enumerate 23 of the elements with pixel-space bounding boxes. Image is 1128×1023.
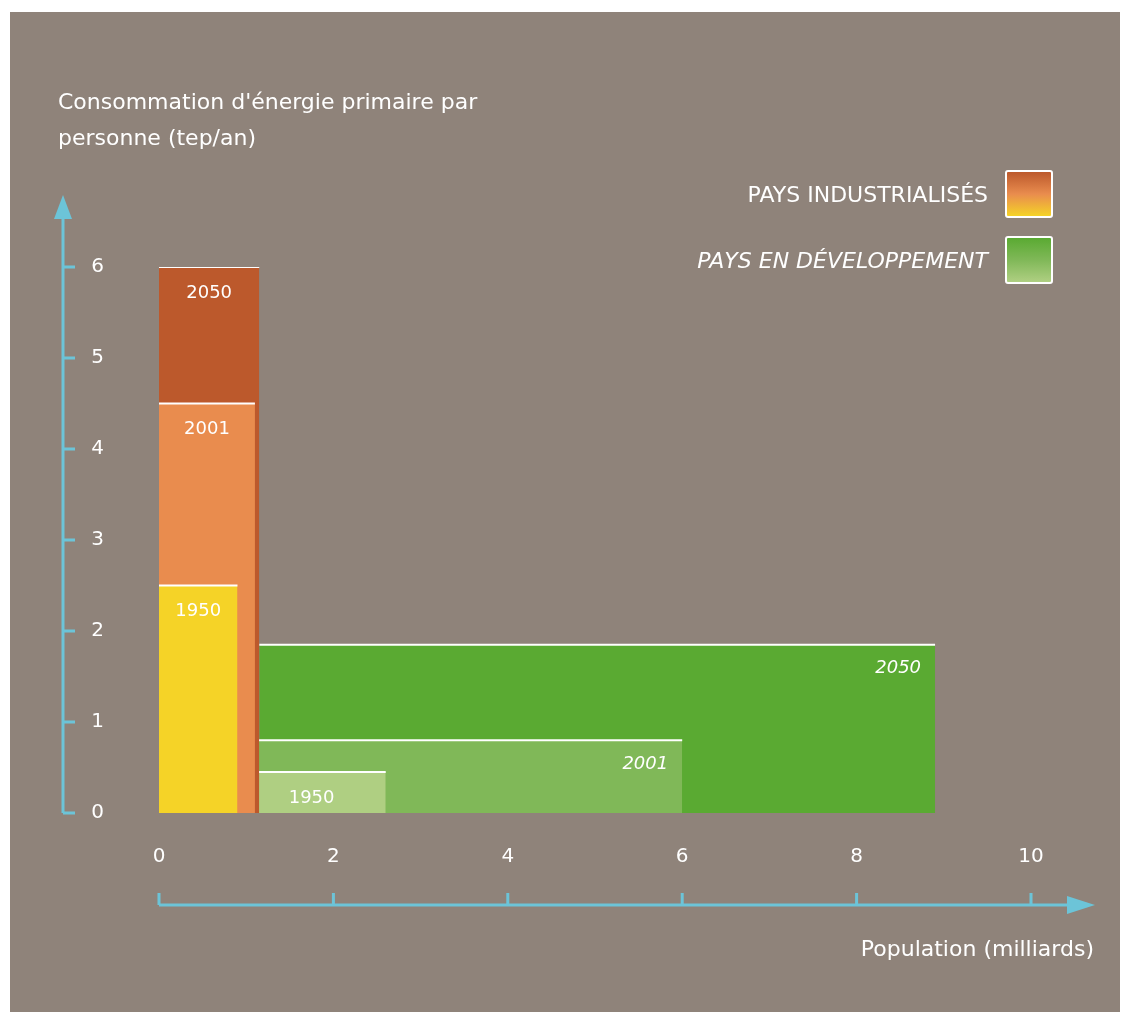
x-tick-label: 6 [675, 843, 689, 868]
series-label: 2001 [622, 751, 669, 773]
annotation: PAYS EN DÉVELOPPEMENT [697, 248, 988, 273]
y-tick-label: 0 [91, 799, 104, 824]
y-tick-label: 1 [91, 708, 104, 733]
x-tick-label: 8 [850, 843, 863, 868]
x-tick-label: 2 [327, 843, 340, 868]
y-tick-label: 5 [91, 344, 104, 369]
y-tick-label: 2 [91, 617, 104, 642]
x-tick-label: 4 [501, 843, 515, 868]
series-label: 1950 [288, 785, 335, 807]
x-tick-label: 0 [152, 843, 166, 868]
text: PAYS INDUSTRIALISÉS [747, 182, 988, 207]
series-label: 1950 [175, 599, 222, 621]
y-tick-label: 4 [91, 435, 104, 460]
series-label: 2050 [875, 656, 922, 678]
series-label: 2050 [186, 280, 233, 302]
y-axis-title: Consommation d'énergie primaire par personne (tep/an) [58, 88, 479, 152]
series-label: 2001 [184, 417, 230, 439]
y-tick-label: 3 [91, 526, 104, 551]
x-tick-label: 10 [1018, 843, 1044, 868]
y-tick-label: 6 [91, 253, 104, 278]
x-axis-title: Population (milliards) [860, 936, 1094, 961]
